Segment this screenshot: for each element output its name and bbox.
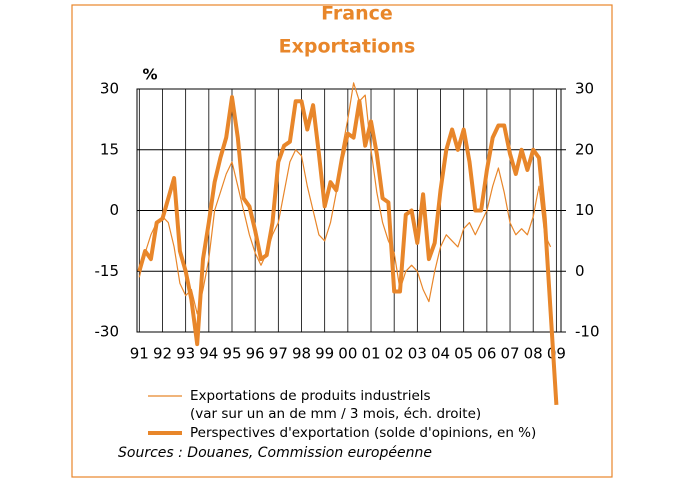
x-tick-label: 97: [269, 345, 288, 363]
x-tick-label: 08: [524, 345, 543, 363]
y2-tick-label: 10: [575, 201, 594, 219]
y-unit: %: [142, 66, 157, 84]
x-tick-label: 96: [246, 345, 265, 363]
x-tick-label: 03: [408, 345, 427, 363]
y2-tick-label: 20: [575, 140, 594, 158]
legend-label: (var sur un an de mm / 3 mois, éch. droi…: [190, 406, 481, 422]
x-tick-label: 00: [338, 345, 357, 363]
chart-subtitle: Exportations: [279, 36, 416, 58]
x-tick-label: 06: [477, 345, 496, 363]
y2-tick-label: 0: [575, 262, 585, 280]
y-tick-label: -30: [95, 323, 120, 341]
series-line: [138, 82, 552, 315]
y2-tick-label: -10: [575, 323, 600, 341]
x-tick-label: 98: [292, 345, 311, 363]
chart-title: France: [321, 3, 393, 25]
y-tick-label: 15: [100, 140, 119, 158]
x-tick-label: 04: [431, 345, 450, 363]
y-tick-label: 30: [100, 80, 119, 98]
x-tick-label: 09: [547, 345, 566, 363]
x-tick-label: 02: [385, 345, 404, 363]
y-tick-label: 0: [109, 201, 119, 219]
x-tick-label: 95: [222, 345, 241, 363]
y-tick-label: -15: [95, 262, 120, 280]
source: Sources : Douanes, Commission européenne: [118, 445, 432, 461]
x-tick-label: 07: [500, 345, 519, 363]
frame: [71, 4, 613, 478]
y2-tick-label: 30: [575, 80, 594, 98]
x-tick-label: 05: [454, 345, 473, 363]
x-tick-label: 92: [153, 345, 172, 363]
x-tick-label: 94: [199, 345, 218, 363]
x-tick-label: 91: [130, 345, 149, 363]
x-tick-label: 93: [176, 345, 195, 363]
legend-label: Perspectives d'exportation (solde d'opin…: [190, 425, 536, 441]
legend-label: Exportations de produits industriels: [190, 388, 431, 404]
x-tick-label: 99: [315, 345, 334, 363]
x-tick-label: 01: [361, 345, 380, 363]
series-line: [137, 95, 559, 406]
